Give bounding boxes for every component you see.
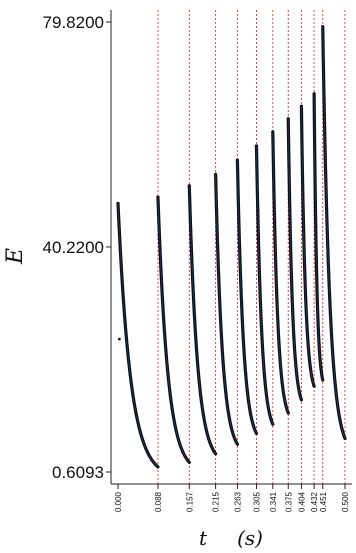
energy-segment-highlight bbox=[237, 160, 257, 434]
energy-segment-highlight bbox=[313, 93, 324, 381]
x-tick-label: 0.157 bbox=[185, 491, 194, 512]
x-tick-label: 0.000 bbox=[114, 491, 123, 512]
energy-segment bbox=[214, 172, 239, 446]
energy-segment bbox=[271, 130, 290, 415]
energy-segment bbox=[187, 184, 218, 456]
energy-segment-highlight bbox=[215, 174, 238, 445]
energy-segment bbox=[254, 144, 275, 426]
x-tick-label: 0.451 bbox=[319, 491, 328, 512]
energy-segment-highlight bbox=[272, 131, 289, 414]
energy-segment-highlight bbox=[301, 106, 315, 387]
x-tick-label: 0.215 bbox=[212, 491, 221, 512]
energy-segment-highlight bbox=[287, 118, 302, 400]
x-tick-label: 0.432 bbox=[310, 491, 319, 512]
energy-segment bbox=[156, 195, 191, 464]
energy-segment bbox=[321, 25, 347, 441]
y-tick-label: 79.8200 bbox=[43, 13, 104, 32]
energy-segment bbox=[235, 158, 259, 436]
y-ticks: 79.8200 40.2200 0.6093 bbox=[43, 13, 111, 482]
x-tick-label: 0.375 bbox=[284, 491, 293, 512]
x-axis-unit: (s) bbox=[237, 526, 263, 550]
x-tick-label: 0.404 bbox=[297, 491, 306, 512]
energy-segment-highlight bbox=[256, 145, 274, 425]
y-tick-label: 40.2200 bbox=[43, 238, 104, 257]
reset-lines bbox=[157, 10, 346, 484]
x-tick-label: 0.305 bbox=[252, 491, 261, 512]
energy-segment-highlight bbox=[322, 26, 346, 439]
energy-segment-highlight bbox=[188, 185, 216, 455]
outlier-points bbox=[117, 337, 121, 341]
energy-segment bbox=[286, 117, 304, 402]
x-ticks: 0.000 0.088 0.157 0.215 0.263 0.305 0.341 0.375… bbox=[114, 484, 350, 512]
x-tick-label: 0.088 bbox=[154, 491, 163, 512]
x-tick-label: 0.263 bbox=[233, 491, 242, 512]
energy-segment bbox=[299, 104, 316, 388]
energy-curves bbox=[116, 25, 347, 469]
outlier-point bbox=[117, 337, 121, 341]
x-axis-label: t bbox=[199, 526, 208, 550]
y-tick-label: 0.6093 bbox=[52, 463, 104, 482]
x-tick-label: 0.500 bbox=[341, 491, 350, 512]
x-tick-label: 0.341 bbox=[269, 491, 278, 512]
energy-segment-highlight bbox=[117, 203, 159, 468]
energy-segment-highlight bbox=[157, 197, 190, 463]
energy-segment bbox=[116, 201, 160, 469]
y-axis-label: E bbox=[3, 248, 28, 265]
